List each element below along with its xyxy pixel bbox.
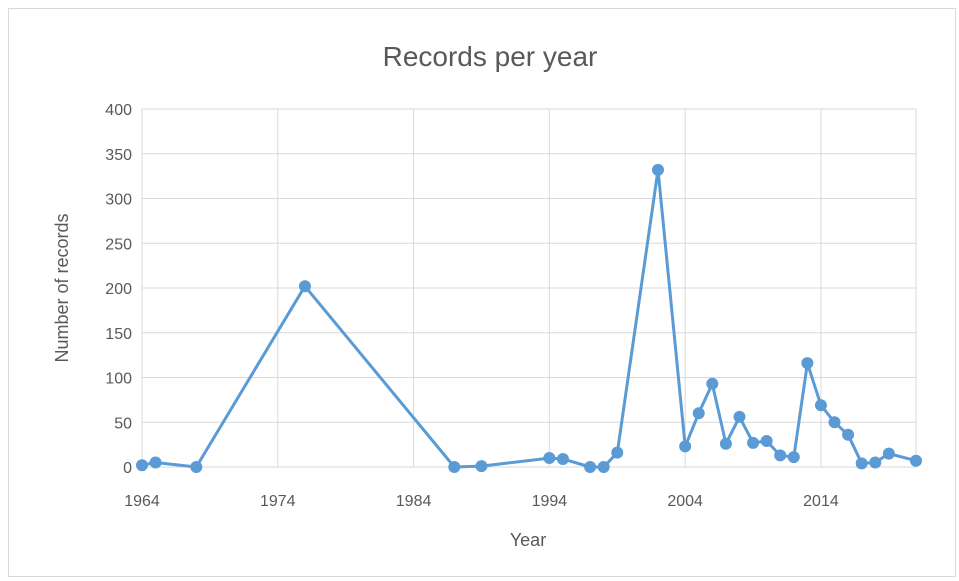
x-tick-label: 1994: [532, 493, 568, 510]
y-tick-label: 50: [114, 415, 132, 432]
data-point-2012: [787, 451, 800, 464]
y-tick-label: 150: [105, 326, 132, 343]
data-point-2014: [814, 399, 827, 412]
data-point-1976: [298, 280, 311, 293]
data-point-2011: [774, 449, 787, 462]
y-tick-label: 400: [105, 102, 132, 119]
data-point-2019: [882, 447, 895, 460]
data-point-2007: [719, 437, 732, 450]
data-point-1999: [611, 446, 624, 459]
data-point-2018: [869, 456, 882, 469]
data-point-1995: [556, 452, 569, 465]
y-tick-label: 350: [105, 147, 132, 164]
y-tick-label: 200: [105, 281, 132, 298]
x-tick-label: 1964: [124, 493, 160, 510]
y-tick-label: 100: [105, 371, 132, 388]
chart-title: Records per year: [383, 41, 598, 72]
x-axis-title: Year: [510, 530, 546, 550]
data-point-2009: [747, 436, 760, 449]
x-tick-label: 1984: [396, 493, 432, 510]
data-point-2013: [801, 357, 814, 370]
data-point-1987: [448, 461, 461, 473]
y-tick-label: 300: [105, 192, 132, 209]
data-point-1965: [149, 456, 162, 469]
data-point-2010: [760, 435, 773, 448]
data-point-2008: [733, 410, 746, 423]
data-point-2006: [706, 377, 719, 390]
y-tick-labels: 0 50 100 150 200 250 300 350 400: [105, 102, 132, 477]
data-point-1998: [597, 461, 610, 473]
gridlines: [141, 108, 917, 468]
data-point-1968: [190, 461, 203, 473]
y-tick-label: 0: [123, 460, 132, 477]
y-axis-title: Number of records: [52, 213, 72, 362]
x-tick-label: 2014: [803, 493, 839, 510]
x-tick-label: 2004: [667, 493, 703, 510]
data-point-2016: [842, 428, 855, 441]
series-records: [136, 163, 922, 473]
data-point-1994: [543, 452, 556, 465]
chart-frame: [8, 8, 956, 577]
x-tick-label: 1974: [260, 493, 296, 510]
data-point-1989: [475, 460, 488, 473]
y-tick-label: 250: [105, 236, 132, 253]
x-tick-labels: 1964 1974 1984 1994 2004 2014: [124, 493, 839, 510]
data-point-2015: [828, 416, 841, 429]
data-point-2005: [692, 407, 705, 420]
data-point-1997: [584, 461, 597, 473]
data-point-2017: [855, 457, 868, 470]
data-point-2002: [652, 163, 664, 176]
data-point-1964: [136, 459, 148, 472]
data-point-2004: [679, 440, 692, 453]
data-point-2021: [910, 454, 922, 467]
